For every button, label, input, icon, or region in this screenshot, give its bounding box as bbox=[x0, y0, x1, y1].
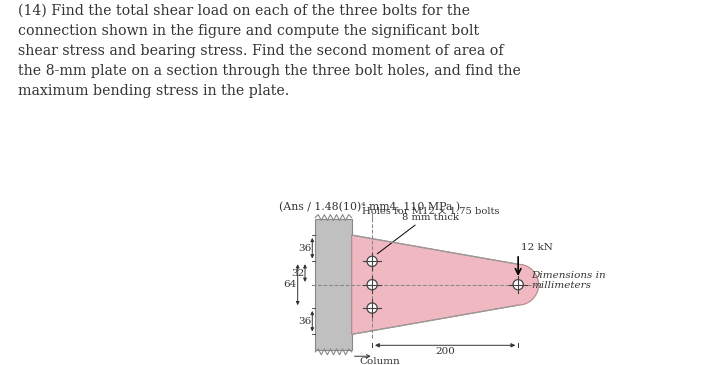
Circle shape bbox=[367, 280, 377, 290]
Text: 8 mm thick: 8 mm thick bbox=[402, 213, 459, 222]
Circle shape bbox=[513, 280, 523, 290]
Text: Holes for M12 × 1.75 bolts: Holes for M12 × 1.75 bolts bbox=[361, 207, 499, 216]
Text: 200: 200 bbox=[435, 347, 455, 356]
Text: 36: 36 bbox=[298, 244, 312, 253]
Text: (14) Find the total shear load on each of the three bolts for the
connection sho: (14) Find the total shear load on each o… bbox=[18, 4, 521, 98]
Circle shape bbox=[367, 256, 377, 266]
Text: 64: 64 bbox=[284, 280, 297, 289]
Text: Dimensions in
millimeters: Dimensions in millimeters bbox=[531, 270, 606, 290]
Text: (Ans / 1.48(10)⁴ mm4, 110 MPa ): (Ans / 1.48(10)⁴ mm4, 110 MPa ) bbox=[279, 202, 460, 212]
Text: 32: 32 bbox=[291, 269, 305, 277]
Polygon shape bbox=[351, 235, 539, 334]
Circle shape bbox=[367, 303, 377, 313]
Text: 36: 36 bbox=[298, 317, 312, 326]
Text: Column: Column bbox=[359, 357, 400, 365]
Text: 12 kN: 12 kN bbox=[521, 243, 553, 252]
Bar bbox=[315, 219, 351, 350]
